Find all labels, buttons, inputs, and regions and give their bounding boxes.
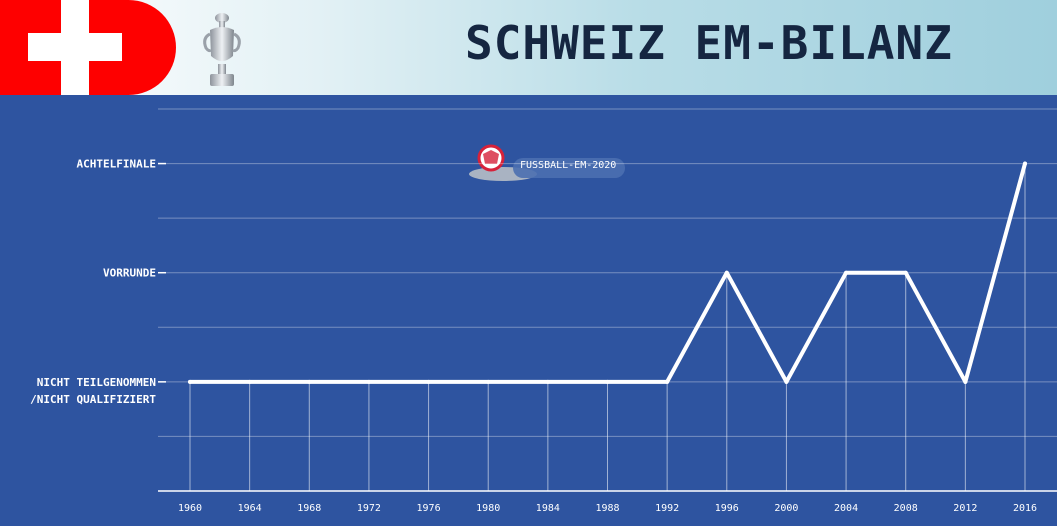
- header-bar: SCHWEIZ EM-BILANZ: [0, 0, 1057, 95]
- data-point: [545, 379, 550, 384]
- data-point: [605, 379, 610, 384]
- x-tick-label: 1992: [655, 503, 679, 514]
- x-tick-label: 2004: [834, 503, 858, 514]
- watermark-text: FUSSBALL-EM-2020: [520, 160, 617, 171]
- line-chart: NICHT TEILGENOMMEN/NICHT QUALIFIZIERT VOR…: [30, 108, 1057, 514]
- x-tick-label: 2008: [894, 503, 918, 514]
- y-tick-label: ACHTELFINALE: [77, 158, 156, 171]
- data-point: [844, 270, 849, 275]
- data-point: [426, 379, 431, 384]
- data-point: [486, 379, 491, 384]
- data-point: [307, 379, 312, 384]
- x-tick-label: 2000: [774, 503, 798, 514]
- flag-cross-vertical: [61, 0, 89, 95]
- swiss-flag-icon: [0, 0, 176, 95]
- x-tick-label: 1980: [476, 503, 500, 514]
- y-tick-label-line2: /NICHT QUALIFIZIERT: [30, 393, 156, 406]
- data-point: [784, 379, 789, 384]
- data-point: [724, 270, 729, 275]
- y-tick-label: NICHT TEILGENOMMEN: [37, 376, 156, 389]
- x-tick-label: 1988: [595, 503, 619, 514]
- data-point: [1023, 161, 1027, 166]
- x-tick-label: 2012: [953, 503, 977, 514]
- x-tick-label: 2016: [1013, 503, 1037, 514]
- x-tick-label: 1964: [238, 503, 262, 514]
- x-tick-label: 1996: [715, 503, 739, 514]
- football-logo-icon: [469, 144, 625, 181]
- page-title: SCHWEIZ EM-BILANZ: [465, 16, 953, 70]
- data-point: [247, 379, 252, 384]
- x-tick-label: 1976: [417, 503, 441, 514]
- trophy-icon: [203, 13, 241, 86]
- data-point: [963, 379, 968, 384]
- data-point: [665, 379, 670, 384]
- data-point: [366, 379, 371, 384]
- x-tick-label: 1972: [357, 503, 381, 514]
- x-tick-label: 1968: [297, 503, 321, 514]
- x-tick-label: 1960: [178, 503, 202, 514]
- y-tick-label: VORRUNDE: [103, 267, 156, 280]
- data-point: [188, 379, 192, 384]
- x-tick-label: 1984: [536, 503, 560, 514]
- data-point: [903, 270, 908, 275]
